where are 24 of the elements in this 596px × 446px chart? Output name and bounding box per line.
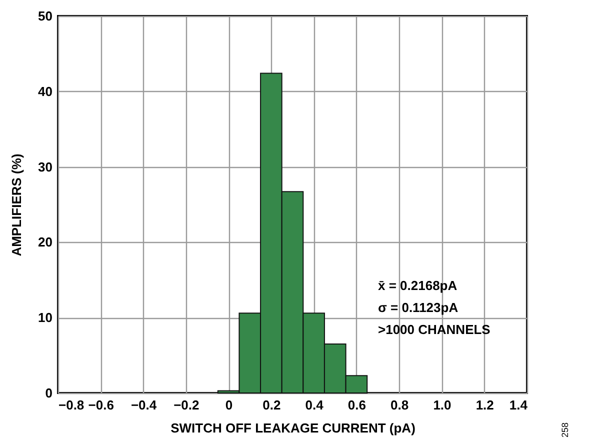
x-tick-label: 0 bbox=[225, 398, 233, 412]
annotation: >1000 CHANNELS bbox=[378, 322, 491, 337]
annotation: σ = 0.1123pA bbox=[378, 300, 459, 315]
y-tick-label: 0 bbox=[45, 386, 52, 400]
annotation: x̄ = 0.2168pA bbox=[378, 278, 458, 293]
y-tick-label: 30 bbox=[38, 159, 52, 174]
x-tick-label: −0.2 bbox=[174, 398, 200, 412]
y-axis-title: AMPLIFIERS (%) bbox=[9, 154, 24, 256]
y-tick-label: 20 bbox=[38, 234, 52, 250]
x-axis-title: SWITCH OFF LEAKAGE CURRENT (pA) bbox=[170, 420, 416, 436]
y-tick-label: 10 bbox=[38, 310, 52, 326]
y-tick-label: 40 bbox=[38, 84, 52, 99]
x-tick-label: −0.4 bbox=[130, 398, 158, 412]
x-tick-label: 1.0 bbox=[433, 398, 452, 412]
x-tick-label: 1.4 bbox=[509, 398, 528, 412]
x-tick-label: −0.6 bbox=[88, 398, 114, 412]
y-tick-label: 50 bbox=[38, 8, 52, 24]
x-tick-label: 1.2 bbox=[476, 398, 494, 412]
x-tick-label: 0.8 bbox=[390, 398, 409, 412]
x-tick-label: −0.8 bbox=[58, 398, 84, 412]
x-tick-label: 0.4 bbox=[305, 398, 324, 412]
x-tick-label: 0.2 bbox=[262, 398, 281, 412]
text: 258 bbox=[560, 422, 570, 438]
x-tick-label: 0.6 bbox=[348, 398, 366, 412]
